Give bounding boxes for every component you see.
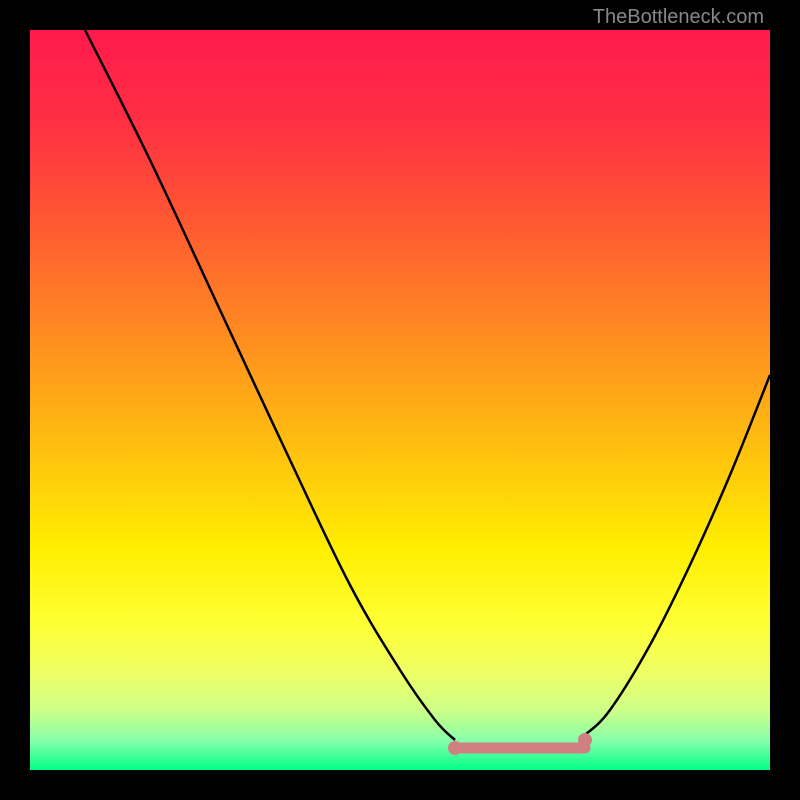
- bottleneck-chart: TheBottleneck.com: [0, 0, 800, 800]
- curve-left-branch: [85, 30, 455, 740]
- flat-region-dot-left: [448, 741, 462, 755]
- flat-region-dot-right: [578, 733, 592, 747]
- plot-area: [30, 30, 770, 770]
- bottleneck-curve: [30, 30, 770, 770]
- watermark-text: TheBottleneck.com: [593, 6, 764, 29]
- curve-right-branch: [585, 375, 770, 735]
